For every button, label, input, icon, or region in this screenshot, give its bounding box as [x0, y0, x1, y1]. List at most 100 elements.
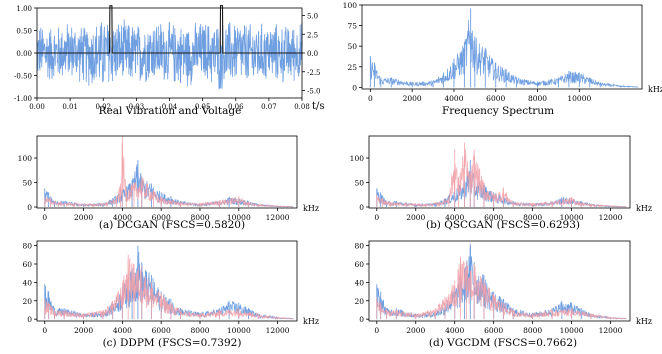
x-tick-label: 2000 [406, 213, 425, 222]
plot-frame [368, 240, 631, 322]
x-tick-label: 0.04 [162, 103, 178, 111]
x-tick-label: 0.06 [228, 103, 244, 111]
panel-title: (a) DCGAN (FSCS=0.5820) [99, 219, 245, 231]
x-tick-label: 12000 [266, 213, 290, 222]
x-tick-label: 8000 [190, 326, 209, 335]
x-tick-label: 12000 [599, 213, 623, 222]
y-tick-label: 0.50 [16, 28, 32, 36]
x-axis-unit: kHz [303, 317, 319, 326]
x-tick-label: 0 [374, 326, 379, 335]
y-tick-label: 100 [343, 1, 358, 10]
y-tick-label: 100 [18, 154, 33, 163]
x-axis-unit: kHz [636, 204, 652, 213]
series-line [44, 142, 294, 208]
chart-panel-2: 0 2000 4000 6000 8000 10000 12000 0 50 100 kHz (a) … [18, 135, 319, 231]
y-tick-label: 0 [27, 203, 32, 212]
y-tick-label: 60 [22, 260, 32, 269]
x-tick-label: 0 [42, 326, 47, 335]
x-tick-label: 4000 [444, 94, 463, 103]
x-tick-label: 0 [368, 94, 373, 103]
x-tick-label: 0 [42, 213, 47, 222]
y-tick-label: 0 [359, 315, 364, 324]
y-tick-label: 50 [347, 42, 357, 51]
x-tick-label: 8000 [523, 213, 542, 222]
x-tick-label: 8000 [190, 213, 209, 222]
x-tick-label: 4000 [445, 213, 464, 222]
y-tick-label: 75 [347, 22, 357, 31]
plot-frame [36, 135, 298, 209]
y-tick-label: 0 [27, 315, 32, 324]
chart-panel-5: 0 2000 4000 6000 8000 10000 12000 0 20 40 60 80 kHz (… [354, 240, 652, 349]
x-tick-label: 10000 [567, 94, 591, 103]
x-axis-label: t/s [312, 101, 325, 112]
x-tick-label: 8000 [523, 326, 542, 335]
y2-tick-label: -5.0 [307, 88, 321, 96]
series-line [376, 149, 627, 208]
y-tick-label: 40 [22, 278, 32, 287]
y-tick-label: 80 [22, 242, 32, 251]
panel-title: (d) VGCDM (FSCS=0.7662) [429, 337, 577, 349]
x-tick-label: 2000 [74, 213, 93, 222]
series-line [44, 258, 294, 320]
y-tick-label: 60 [354, 260, 364, 269]
x-tick-label: 10000 [227, 213, 251, 222]
plot-frame [36, 240, 298, 322]
x-tick-label: 10000 [560, 213, 584, 222]
y-tick-label: 50 [22, 179, 32, 188]
y-tick-label: 0.00 [16, 50, 32, 58]
x-axis-unit: kHz [303, 204, 319, 213]
x-tick-label: 0 [374, 213, 379, 222]
chart-panel-1: 0 2000 4000 6000 8000 10000 0 25 50 75 100 kHz Frequ… [343, 1, 662, 117]
chart-panel-3: 0 2000 4000 6000 8000 10000 12000 0 50 100 kHz (b) … [350, 135, 652, 231]
panel-title: Frequency Spectrum [442, 105, 554, 117]
y-tick-label: 80 [354, 242, 364, 251]
y-tick-label: 50 [354, 179, 364, 188]
x-tick-label: 0.05 [195, 103, 211, 111]
y2-tick-label: 5.0 [307, 13, 318, 21]
chart-panel-4: 0 2000 4000 6000 8000 10000 12000 0 20 40 60 80 kHz (… [22, 240, 319, 349]
x-tick-label: 4000 [113, 326, 132, 335]
x-tick-label: 0.02 [95, 103, 111, 111]
x-tick-label: 6000 [486, 94, 505, 103]
y-tick-label: 20 [354, 297, 364, 306]
y2-tick-label: 0.0 [307, 50, 318, 58]
plot-frame [368, 135, 631, 209]
y-tick-label: 100 [350, 154, 365, 163]
x-tick-label: 0.01 [62, 103, 78, 111]
plot-frame [361, 4, 643, 90]
y-tick-label: 25 [347, 63, 357, 72]
x-tick-label: 0.03 [129, 103, 145, 111]
y-tick-label: 20 [22, 297, 32, 306]
x-axis-unit: kHz [648, 85, 662, 94]
x-tick-label: 6000 [152, 326, 171, 335]
x-tick-label: 2000 [403, 94, 422, 103]
panel-title: Real Vibration and Voltage [99, 105, 242, 117]
y2-tick-label: 2.5 [307, 31, 318, 39]
x-tick-label: 10000 [227, 326, 251, 335]
x-tick-label: 6000 [484, 213, 503, 222]
x-axis-unit: kHz [636, 317, 652, 326]
x-tick-label: 2000 [74, 326, 93, 335]
vibration-line [36, 19, 303, 90]
x-tick-label: 2000 [406, 326, 425, 335]
x-tick-label: 6000 [152, 213, 171, 222]
voltage-line [37, 5, 302, 54]
panel-title: (c) DDPM (FSCS=0.7392) [103, 337, 242, 349]
y-tick-label: -0.50 [14, 73, 32, 81]
y-tick-label: 0 [352, 83, 357, 92]
x-tick-label: 0.08 [294, 103, 310, 111]
series-line [376, 257, 627, 320]
x-tick-label: 4000 [445, 326, 464, 335]
series-line [376, 246, 627, 320]
y-tick-label: -1.00 [14, 95, 32, 103]
x-tick-label: 6000 [484, 326, 503, 335]
series-line [370, 19, 638, 88]
x-tick-label: 0.07 [261, 103, 277, 111]
x-tick-label: 12000 [266, 326, 290, 335]
x-tick-label: 12000 [599, 326, 623, 335]
x-tick-label: 0.00 [29, 103, 45, 111]
chart-panel-0: 0.00 0.01 0.02 0.03 0.04 0.05 0.06 0.07 0.08 1.00… [14, 5, 324, 117]
y-tick-label: 0 [359, 203, 364, 212]
x-tick-label: 4000 [113, 213, 132, 222]
